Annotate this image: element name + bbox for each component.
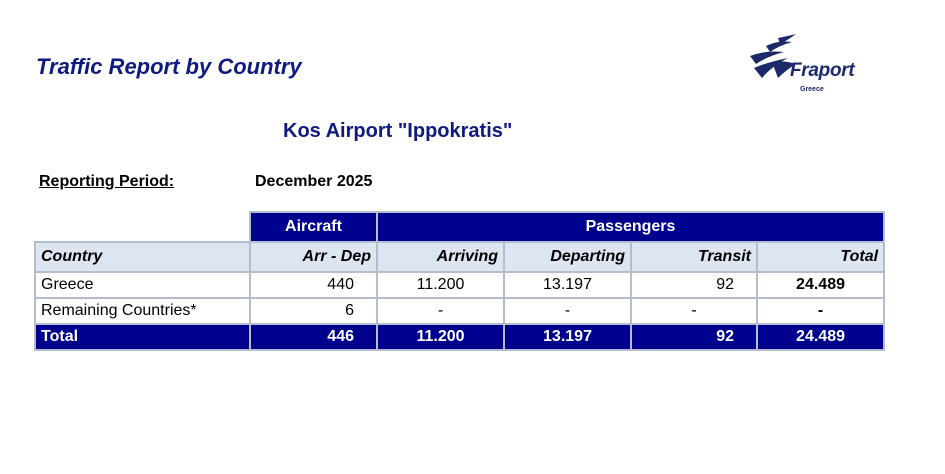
arr-dep-cell: 6 [249, 297, 378, 325]
total-cell: - [755, 297, 886, 325]
reporting-period-value: December 2025 [255, 173, 373, 190]
table-row: Greece 440 11.200 13.197 92 24.489 [34, 271, 886, 299]
total-row: Total 446 11.200 13.197 92 24.489 [34, 323, 886, 351]
transit-total-cell: 92 [630, 323, 758, 351]
arr-dep-cell: 440 [249, 271, 378, 299]
table-row: Remaining Countries* 6 - - - - [34, 297, 886, 325]
arr-dep-total-cell: 446 [249, 323, 378, 351]
total-cell: 24.489 [755, 271, 886, 299]
grand-total-cell: 24.489 [755, 323, 886, 351]
departing-total-cell: 13.197 [503, 323, 632, 351]
reporting-period-label: Reporting Period: [39, 173, 175, 190]
country-column-header: Country [34, 241, 251, 273]
total-column-header: Total [755, 241, 886, 273]
arriving-cell: 11.200 [376, 271, 505, 299]
group-header-row: Aircraft Passengers [35, 211, 886, 243]
logo-subtitle: Greece [800, 86, 824, 93]
arriving-total-cell: 11.200 [376, 323, 505, 351]
logo-wordmark: Fraport [790, 60, 855, 81]
traffic-table: Aircraft Passengers Country Arr - Dep Ar… [34, 211, 886, 351]
transit-column-header: Transit [630, 241, 758, 273]
country-cell: Greece [34, 271, 251, 299]
airport-title: Kos Airport "Ippokratis" [283, 120, 513, 142]
fraport-swoosh-icon [750, 34, 796, 78]
departing-cell: - [503, 297, 632, 325]
arriving-cell: - [376, 297, 505, 325]
fraport-logo: Fraport Greece [748, 34, 878, 98]
departing-cell: 13.197 [503, 271, 632, 299]
total-label-cell: Total [34, 323, 251, 351]
report-title: Traffic Report by Country [36, 54, 302, 79]
passengers-group-header: Passengers [375, 211, 886, 243]
transit-cell: 92 [630, 271, 758, 299]
blank-cell [35, 212, 250, 242]
departing-column-header: Departing [503, 241, 632, 273]
column-header-row: Country Arr - Dep Arriving Departing Tra… [34, 241, 886, 273]
country-cell: Remaining Countries* [34, 297, 251, 325]
arr-dep-column-header: Arr - Dep [249, 241, 378, 273]
arriving-column-header: Arriving [376, 241, 505, 273]
aircraft-group-header: Aircraft [249, 211, 378, 243]
transit-cell: - [630, 297, 758, 325]
